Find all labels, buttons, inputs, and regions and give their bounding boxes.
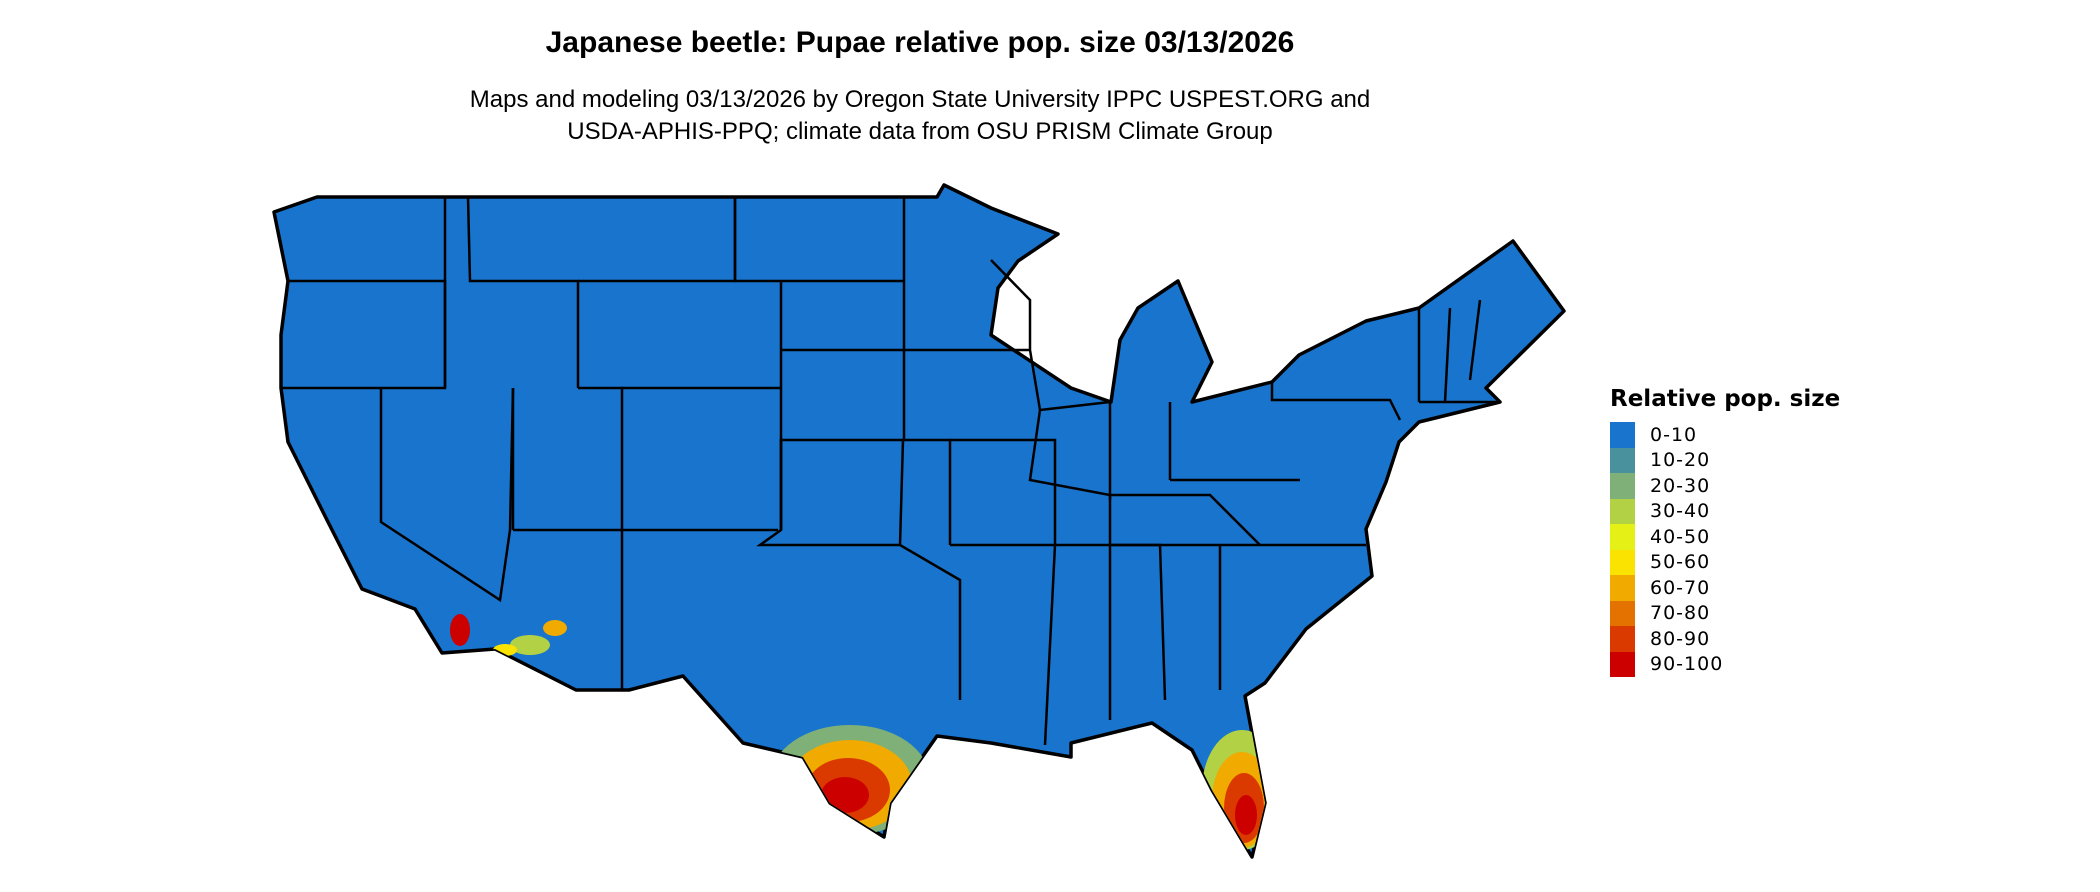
- legend-label: 60-70: [1650, 576, 1711, 599]
- legend-label: 70-80: [1650, 602, 1711, 625]
- legend-swatch: [1610, 498, 1635, 524]
- legend-item: 50-60: [1610, 549, 1840, 575]
- legend-title: Relative pop. size: [1610, 386, 1841, 412]
- legend-label: 10-20: [1650, 449, 1711, 472]
- subtitle-line-2: USDA-APHIS-PPQ; climate data from OSU PR…: [567, 118, 1273, 145]
- legend-item: 0-10: [1610, 422, 1840, 448]
- state-borders: [281, 196, 1500, 746]
- legend-item: 30-40: [1610, 498, 1840, 524]
- florida-hotspot: [1202, 730, 1282, 850]
- legend-label: 80-90: [1650, 627, 1711, 650]
- southwest-hotspot: [450, 614, 567, 656]
- legend-swatch: [1610, 524, 1635, 550]
- legend-swatch: [1610, 600, 1635, 626]
- legend-swatch: [1610, 651, 1635, 677]
- legend-swatch: [1610, 422, 1635, 448]
- legend-item: 70-80: [1610, 600, 1840, 626]
- legend-swatch: [1610, 447, 1635, 473]
- legend-swatch: [1610, 626, 1635, 652]
- legend-label: 90-100: [1650, 653, 1724, 676]
- legend-item: 40-50: [1610, 524, 1840, 550]
- subtitle-line-1: Maps and modeling 03/13/2026 by Oregon S…: [469, 86, 1371, 113]
- us-outline: [272, 183, 1566, 859]
- legend-item: 20-30: [1610, 473, 1840, 499]
- legend-swatch: [1610, 549, 1635, 575]
- legend-item: 80-90: [1610, 626, 1840, 652]
- legend: Relative pop. size 0-10 10-20 20-30 30-40 40…: [1610, 386, 1840, 677]
- map-title: Japanese beetle: Pupae relative pop. siz…: [545, 26, 1295, 59]
- legend-swatch: [1610, 473, 1635, 499]
- legend-item: 60-70: [1610, 575, 1840, 601]
- legend-label: 30-40: [1650, 500, 1711, 523]
- legend-item: 90-100: [1610, 651, 1840, 677]
- legend-item: 10-20: [1610, 447, 1840, 473]
- legend-label: 20-30: [1650, 474, 1711, 497]
- texas-hotspot: [770, 725, 930, 835]
- map-subtitle: Maps and modeling 03/13/2026 by Oregon S…: [0, 84, 1840, 148]
- legend-label: 0-10: [1650, 423, 1698, 446]
- legend-label: 40-50: [1650, 525, 1711, 548]
- legend-label: 50-60: [1650, 551, 1711, 574]
- legend-swatch: [1610, 575, 1635, 601]
